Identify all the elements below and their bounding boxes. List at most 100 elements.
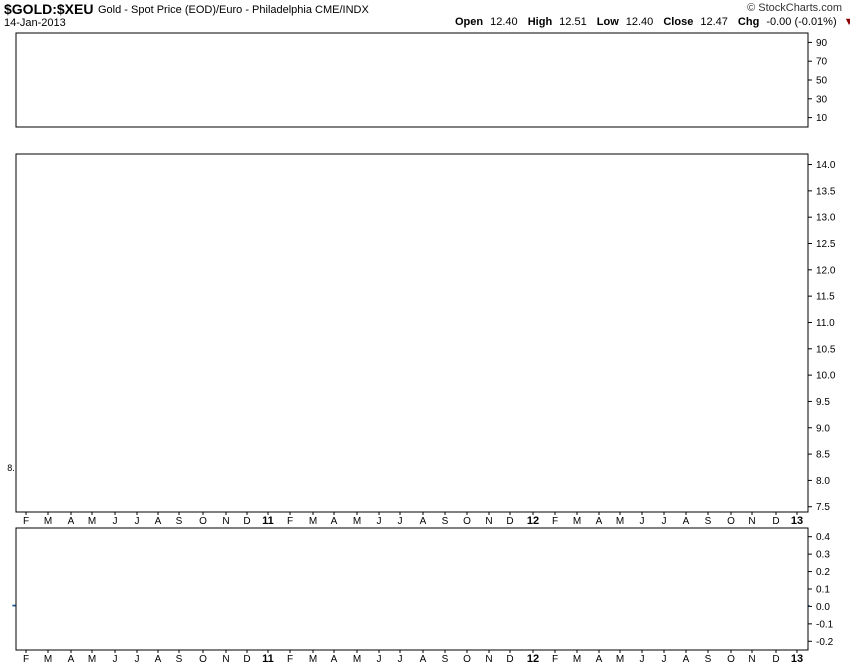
x-tick-label: S	[705, 654, 712, 665]
x-tick-label: M	[616, 516, 624, 527]
x-tick-label: M	[309, 654, 317, 665]
x-tick-label: A	[420, 516, 427, 527]
x-tick-label: S	[705, 516, 712, 527]
x-tick-label: 11	[262, 515, 274, 527]
y-tick-label: 30	[816, 94, 828, 105]
x-tick-label: 11	[262, 653, 274, 665]
y-tick-label: 10.0	[816, 371, 836, 382]
y-tick-label: 12.5	[816, 239, 836, 250]
x-tick-label: S	[442, 654, 449, 665]
y-tick-label: 0.4	[816, 532, 830, 543]
chart-symbol: $GOLD:$XEU	[4, 1, 94, 17]
low-label: Low	[596, 16, 619, 28]
x-tick-label: 13	[791, 653, 803, 665]
chg-value: -0.00 (-0.01%)	[766, 16, 837, 28]
x-tick-label: F	[287, 654, 293, 665]
x-tick-label: J	[640, 654, 645, 665]
x-tick-label: F	[23, 654, 29, 665]
x-tick-label: N	[485, 516, 492, 527]
x-tick-label: O	[199, 516, 207, 527]
y-tick-label: 9.5	[816, 397, 830, 408]
x-tick-label: A	[683, 654, 690, 665]
y-tick-label: 70	[816, 57, 828, 68]
x-tick-label: J	[377, 516, 382, 527]
y-tick-label: 0.2	[816, 567, 830, 578]
x-tick-label: J	[113, 516, 118, 527]
chg-label: Chg	[737, 16, 760, 28]
x-tick-label: J	[398, 654, 403, 665]
chg-down-icon: ▼	[843, 16, 850, 28]
x-tick-label: J	[377, 654, 382, 665]
x-tick-label: A	[420, 654, 427, 665]
high-label: High	[527, 16, 553, 28]
x-tick-label: A	[68, 516, 75, 527]
x-tick-label: A	[68, 654, 75, 665]
x-tick-label: A	[331, 654, 338, 665]
x-tick-label: A	[596, 516, 603, 527]
macd-frame	[15, 527, 809, 651]
x-tick-label: D	[243, 654, 250, 665]
y-tick-label: 50	[816, 76, 828, 87]
x-tick-label: S	[176, 654, 183, 665]
x-tick-label: F	[552, 654, 558, 665]
x-tick-label: O	[463, 654, 471, 665]
x-tick-label: N	[485, 654, 492, 665]
x-tick-label: M	[309, 516, 317, 527]
close-value: 12.47	[700, 16, 728, 28]
y-tick-label: 8.5	[816, 450, 830, 461]
x-tick-label: A	[331, 516, 338, 527]
x-tick-label: M	[88, 654, 96, 665]
y-tick-label: 11.5	[816, 292, 835, 303]
x-tick-label: N	[222, 516, 229, 527]
rsi-frame	[15, 32, 809, 128]
price-frame	[15, 153, 809, 513]
y-tick-label: 10	[816, 113, 828, 124]
y-tick-label: 11.0	[816, 318, 835, 329]
x-tick-label: 13	[791, 515, 803, 527]
x-tick-label: D	[772, 516, 779, 527]
x-tick-label: O	[727, 516, 735, 527]
x-tick-label: 12	[527, 515, 539, 527]
x-tick-label: F	[287, 516, 293, 527]
x-tick-label: A	[155, 654, 162, 665]
chart-description: Gold - Spot Price (EOD)/Euro - Philadelp…	[98, 4, 369, 16]
y-tick-label: 13.0	[816, 213, 836, 224]
x-tick-label: F	[23, 516, 29, 527]
y-tick-label: 0.1	[816, 585, 830, 596]
low-value: 12.40	[625, 16, 654, 28]
x-tick-label: J	[640, 516, 645, 527]
x-tick-label: F	[552, 516, 558, 527]
y-tick-label: 13.5	[816, 186, 836, 197]
x-tick-label: S	[442, 516, 449, 527]
x-tick-label: A	[596, 654, 603, 665]
x-tick-label: O	[727, 654, 735, 665]
x-tick-label: D	[772, 654, 779, 665]
x-tick-label: D	[506, 516, 513, 527]
x-tick-label: M	[353, 516, 361, 527]
x-tick-label: O	[463, 516, 471, 527]
x-tick-label: 12	[527, 653, 539, 665]
chart-date: 14-Jan-2013	[4, 17, 66, 29]
x-tick-label: S	[176, 516, 183, 527]
x-tick-label: A	[683, 516, 690, 527]
x-tick-label: N	[748, 654, 755, 665]
watermark: © StockCharts.com	[747, 2, 842, 14]
x-tick-label: M	[573, 654, 581, 665]
x-tick-label: A	[155, 516, 162, 527]
y-tick-label: 9.0	[816, 423, 830, 434]
x-tick-label: J	[135, 516, 140, 527]
x-tick-label: J	[398, 516, 403, 527]
x-tick-label: M	[616, 654, 624, 665]
y-tick-label: 90	[816, 38, 828, 49]
x-tick-label: M	[44, 516, 52, 527]
y-tick-label: 7.5	[816, 502, 830, 513]
close-label: Close	[663, 16, 694, 28]
y-tick-label: 14.0	[816, 160, 836, 171]
x-tick-label: M	[44, 654, 52, 665]
y-tick-label: 8.0	[816, 476, 830, 487]
x-tick-label: J	[135, 654, 140, 665]
x-tick-label: N	[748, 516, 755, 527]
x-tick-label: N	[222, 654, 229, 665]
x-tick-label: M	[353, 654, 361, 665]
